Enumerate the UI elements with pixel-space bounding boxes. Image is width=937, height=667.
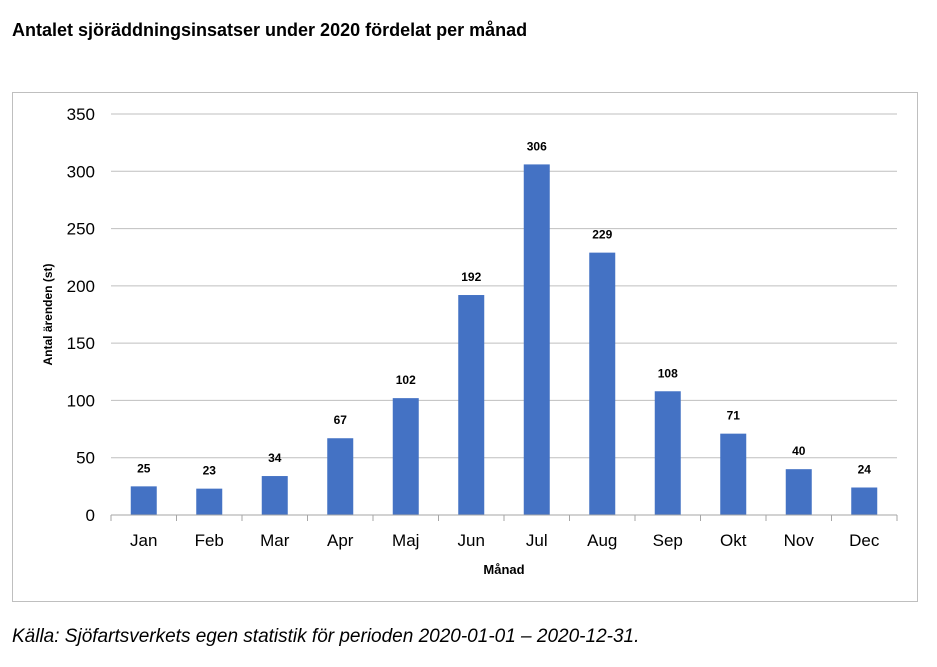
x-tick-label: Jul [526, 531, 548, 550]
x-tick-label: Nov [784, 531, 815, 550]
data-label: 71 [727, 409, 741, 423]
x-tick-label: Mar [260, 531, 290, 550]
data-label: 102 [396, 373, 416, 387]
data-label: 306 [527, 139, 547, 153]
data-label: 108 [658, 366, 678, 380]
bar-aug [589, 252, 616, 516]
data-label: 192 [461, 270, 481, 284]
y-tick-label: 100 [67, 391, 95, 410]
x-tick-label: Okt [720, 531, 747, 550]
bar-jun [458, 295, 485, 515]
bar-dec [851, 487, 878, 515]
x-tick-label: Apr [327, 531, 354, 550]
x-tick-label: Jan [130, 531, 157, 550]
chart-frame [12, 92, 918, 602]
bar-sep [654, 391, 681, 515]
bar-okt [720, 433, 747, 515]
data-label: 25 [137, 461, 151, 475]
data-label: 24 [858, 463, 872, 477]
data-labels: 25 23 34 67 102 192 306 229 108 71 40 24 [137, 139, 871, 477]
y-tick-label: 150 [67, 334, 95, 353]
data-label: 34 [268, 451, 282, 465]
x-tick-label: Jun [458, 531, 485, 550]
x-axis: Jan Feb Mar Apr Maj Jun Jul Aug Sep Okt Nov Dec [110, 514, 898, 550]
source-caption: Källa: Sjöfartsverkets egen statistik fö… [12, 626, 640, 647]
x-axis-label: Månad [483, 562, 524, 577]
y-axis-label: Antal ärenden (st) [41, 263, 55, 365]
y-tick-label: 0 [86, 506, 95, 525]
bar-jul [523, 164, 550, 515]
bar-mar [261, 476, 288, 515]
bar-nov [785, 469, 812, 515]
data-label: 229 [592, 228, 612, 242]
y-axis: 0 50 100 150 200 250 300 350 [67, 105, 95, 525]
x-tick-label: Maj [392, 531, 419, 550]
gridlines [111, 113, 897, 459]
y-tick-label: 300 [67, 162, 95, 181]
data-label: 23 [203, 464, 217, 478]
x-tick-label: Aug [587, 531, 617, 550]
data-label: 40 [792, 444, 806, 458]
y-tick-label: 250 [67, 220, 95, 239]
bar-apr [327, 438, 354, 515]
y-tick-label: 50 [76, 449, 95, 468]
y-tick-label: 200 [67, 277, 95, 296]
y-tick-label: 350 [67, 105, 95, 124]
x-tick-label: Feb [195, 531, 224, 550]
bar-maj [392, 398, 419, 515]
bars [130, 164, 878, 516]
x-tick-label: Dec [849, 531, 880, 550]
x-tick-label: Sep [653, 531, 683, 550]
data-label: 67 [334, 413, 348, 427]
bar-jan [130, 486, 157, 515]
bar-feb [196, 488, 223, 515]
chart-title: Antalet sjöräddningsinsatser under 2020 … [12, 20, 528, 40]
